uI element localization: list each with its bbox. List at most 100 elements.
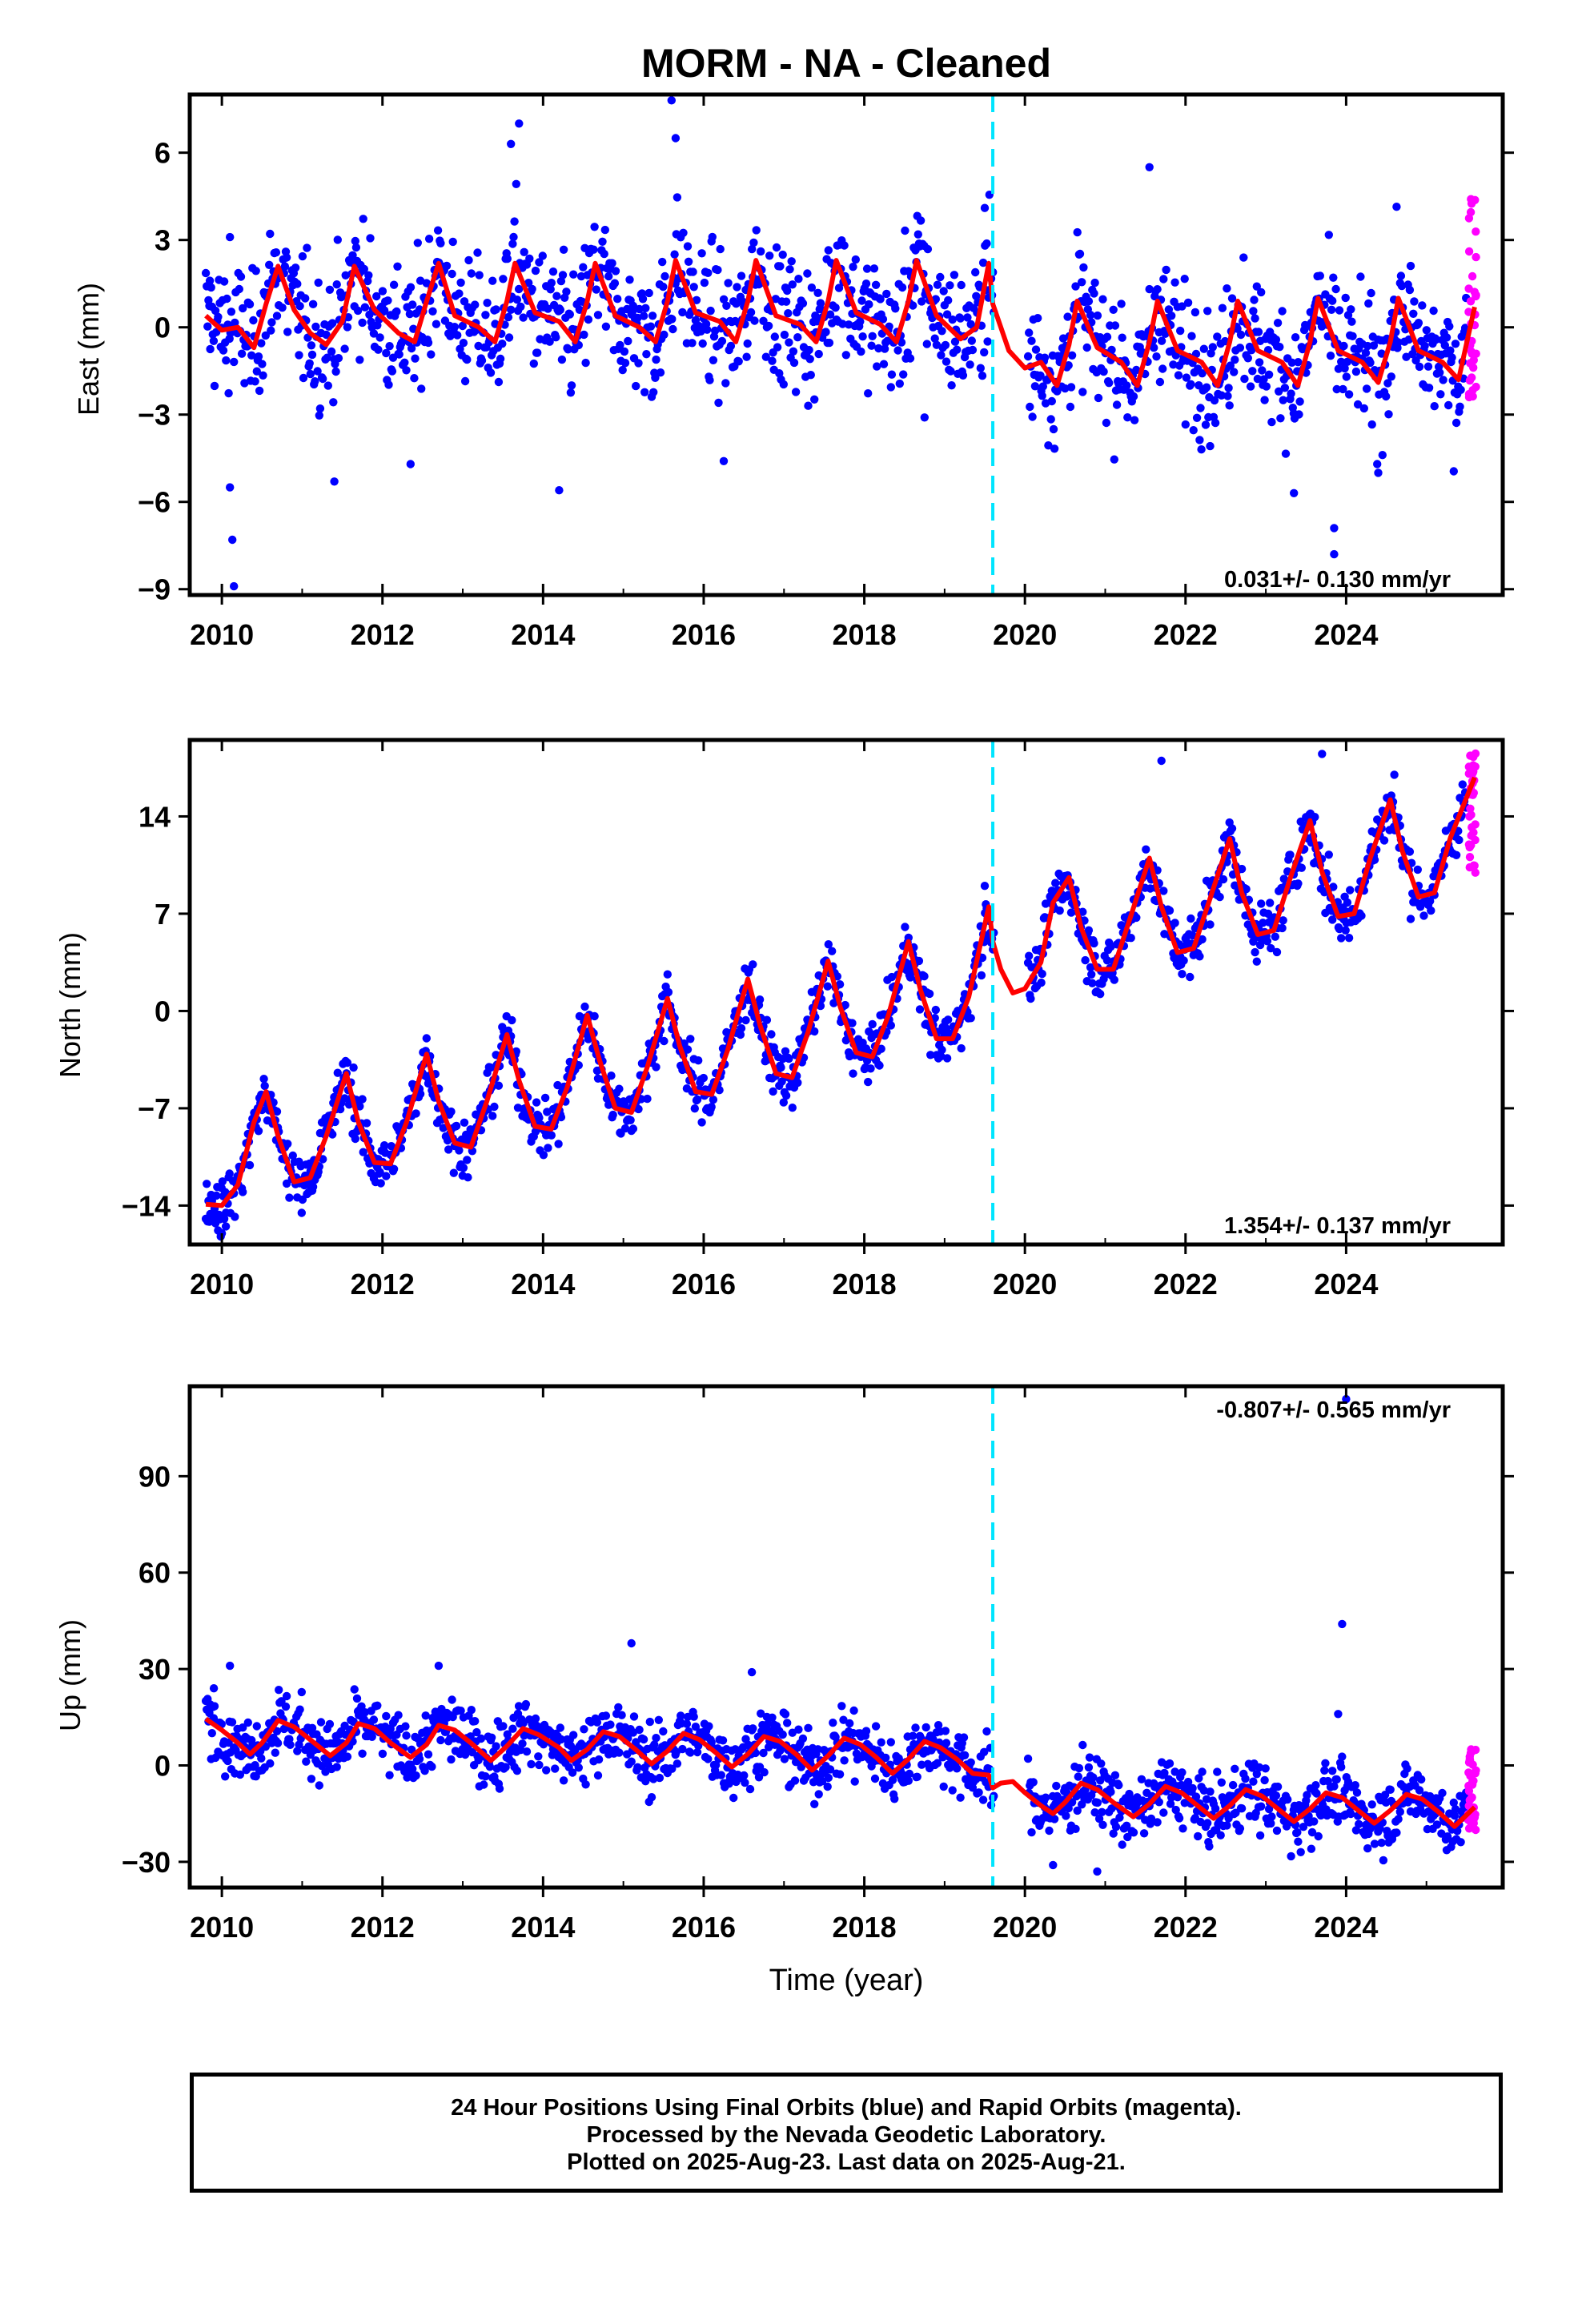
final-orbit-point (1038, 392, 1046, 400)
final-orbit-point (254, 1127, 263, 1136)
final-orbit-point (810, 395, 819, 404)
up-final-orbit-points (201, 1394, 1471, 1876)
final-orbit-point (749, 1724, 757, 1733)
final-orbit-point (251, 1761, 259, 1770)
final-orbit-point (1213, 1767, 1222, 1776)
final-orbit-point (721, 379, 730, 388)
final-orbit-point (1207, 349, 1215, 358)
rapid-orbit-point (1471, 749, 1480, 758)
final-orbit-point (794, 275, 803, 283)
final-orbit-point (742, 352, 751, 361)
final-orbit-point (1249, 1777, 1258, 1786)
final-orbit-point (821, 328, 830, 336)
final-orbit-point (1347, 305, 1355, 314)
final-orbit-point (389, 280, 399, 289)
final-orbit-point (1295, 410, 1303, 419)
final-orbit-point (1296, 1848, 1305, 1856)
final-orbit-point (376, 1179, 385, 1188)
final-orbit-point (1228, 1780, 1238, 1790)
final-orbit-point (1231, 1764, 1239, 1773)
final-orbit-point (1176, 326, 1185, 336)
final-orbit-point (207, 283, 215, 292)
final-orbit-outlier-point (226, 232, 235, 242)
final-orbit-point (600, 249, 608, 259)
final-orbit-point (608, 1110, 617, 1120)
final-orbit-point (295, 302, 304, 311)
final-orbit-point (824, 1773, 833, 1783)
final-orbit-point (483, 299, 492, 308)
final-orbit-outlier-point (980, 882, 990, 891)
final-orbit-point (1396, 271, 1406, 280)
final-orbit-point (467, 1706, 476, 1715)
final-orbit-point (629, 1712, 639, 1721)
rapid-orbit-point (1465, 812, 1474, 821)
final-orbit-point (227, 1718, 237, 1727)
final-orbit-point (271, 1748, 279, 1757)
x-tick-label: 2022 (1154, 1911, 1218, 1944)
final-orbit-point (788, 280, 797, 289)
final-orbit-point (1233, 324, 1242, 333)
final-orbit-point (334, 354, 343, 363)
rapid-orbit-point (1472, 227, 1480, 236)
final-orbit-point (534, 1752, 543, 1761)
final-orbit-point (1201, 420, 1211, 429)
final-orbit-point (410, 374, 419, 383)
final-orbit-point (1217, 1778, 1227, 1787)
final-orbit-point (503, 1730, 512, 1739)
final-orbit-point (1347, 317, 1356, 326)
final-orbit-point (1090, 278, 1099, 287)
final-orbit-point (1424, 384, 1434, 392)
final-orbit-point (532, 1098, 541, 1107)
final-orbit-point (1180, 1799, 1189, 1807)
final-orbit-point (1260, 1775, 1269, 1785)
final-orbit-point (1261, 1764, 1270, 1773)
final-orbit-point (358, 1095, 367, 1104)
final-orbit-point (551, 1764, 560, 1773)
final-orbit-point (1213, 332, 1222, 341)
final-orbit-point (1078, 907, 1087, 916)
final-orbit-point (947, 381, 956, 390)
final-orbit-point (1456, 385, 1465, 394)
final-orbit-point (1179, 956, 1188, 965)
final-orbit-point (1294, 358, 1303, 367)
final-orbit-point (606, 1720, 615, 1729)
final-orbit-point (295, 1740, 303, 1749)
final-orbit-point (1050, 444, 1059, 453)
final-orbit-point (1150, 344, 1158, 352)
final-orbit-point (566, 388, 576, 397)
final-orbit-point (1186, 914, 1195, 923)
final-orbit-point (697, 1118, 706, 1127)
final-orbit-point (1331, 284, 1340, 294)
final-orbit-point (375, 1168, 384, 1176)
rapid-orbit-point (1464, 247, 1474, 256)
final-orbit-point (1327, 305, 1336, 314)
final-orbit-point (1249, 307, 1258, 316)
final-orbit-point (535, 1760, 544, 1770)
final-orbit-point (1227, 824, 1237, 833)
final-orbit-outlier-point (507, 139, 516, 148)
final-orbit-point (1280, 384, 1290, 392)
final-orbit-point (402, 1731, 411, 1740)
final-orbit-point (1260, 396, 1269, 404)
final-orbit-point (1332, 384, 1341, 394)
final-orbit-point (219, 346, 228, 355)
final-orbit-point (328, 319, 337, 328)
final-orbit-point (974, 1788, 983, 1797)
final-orbit-point (480, 1780, 488, 1789)
final-orbit-point (663, 970, 672, 979)
final-orbit-point (917, 297, 926, 306)
final-orbit-point (459, 1164, 468, 1172)
final-orbit-point (512, 296, 522, 304)
final-orbit-outlier-point (221, 1222, 231, 1231)
final-orbit-point (408, 300, 417, 309)
final-orbit-point (382, 1711, 391, 1721)
final-orbit-point (678, 308, 687, 317)
final-orbit-point (894, 1754, 903, 1763)
final-orbit-point (531, 266, 540, 275)
final-orbit-point (538, 251, 547, 260)
final-orbit-point (540, 1093, 550, 1103)
final-orbit-point (966, 1758, 975, 1767)
north-rate-label: 1.354+/- 0.137 mm/yr (1224, 1213, 1451, 1239)
final-orbit-outlier-point (1290, 489, 1299, 497)
final-orbit-point (488, 276, 497, 285)
